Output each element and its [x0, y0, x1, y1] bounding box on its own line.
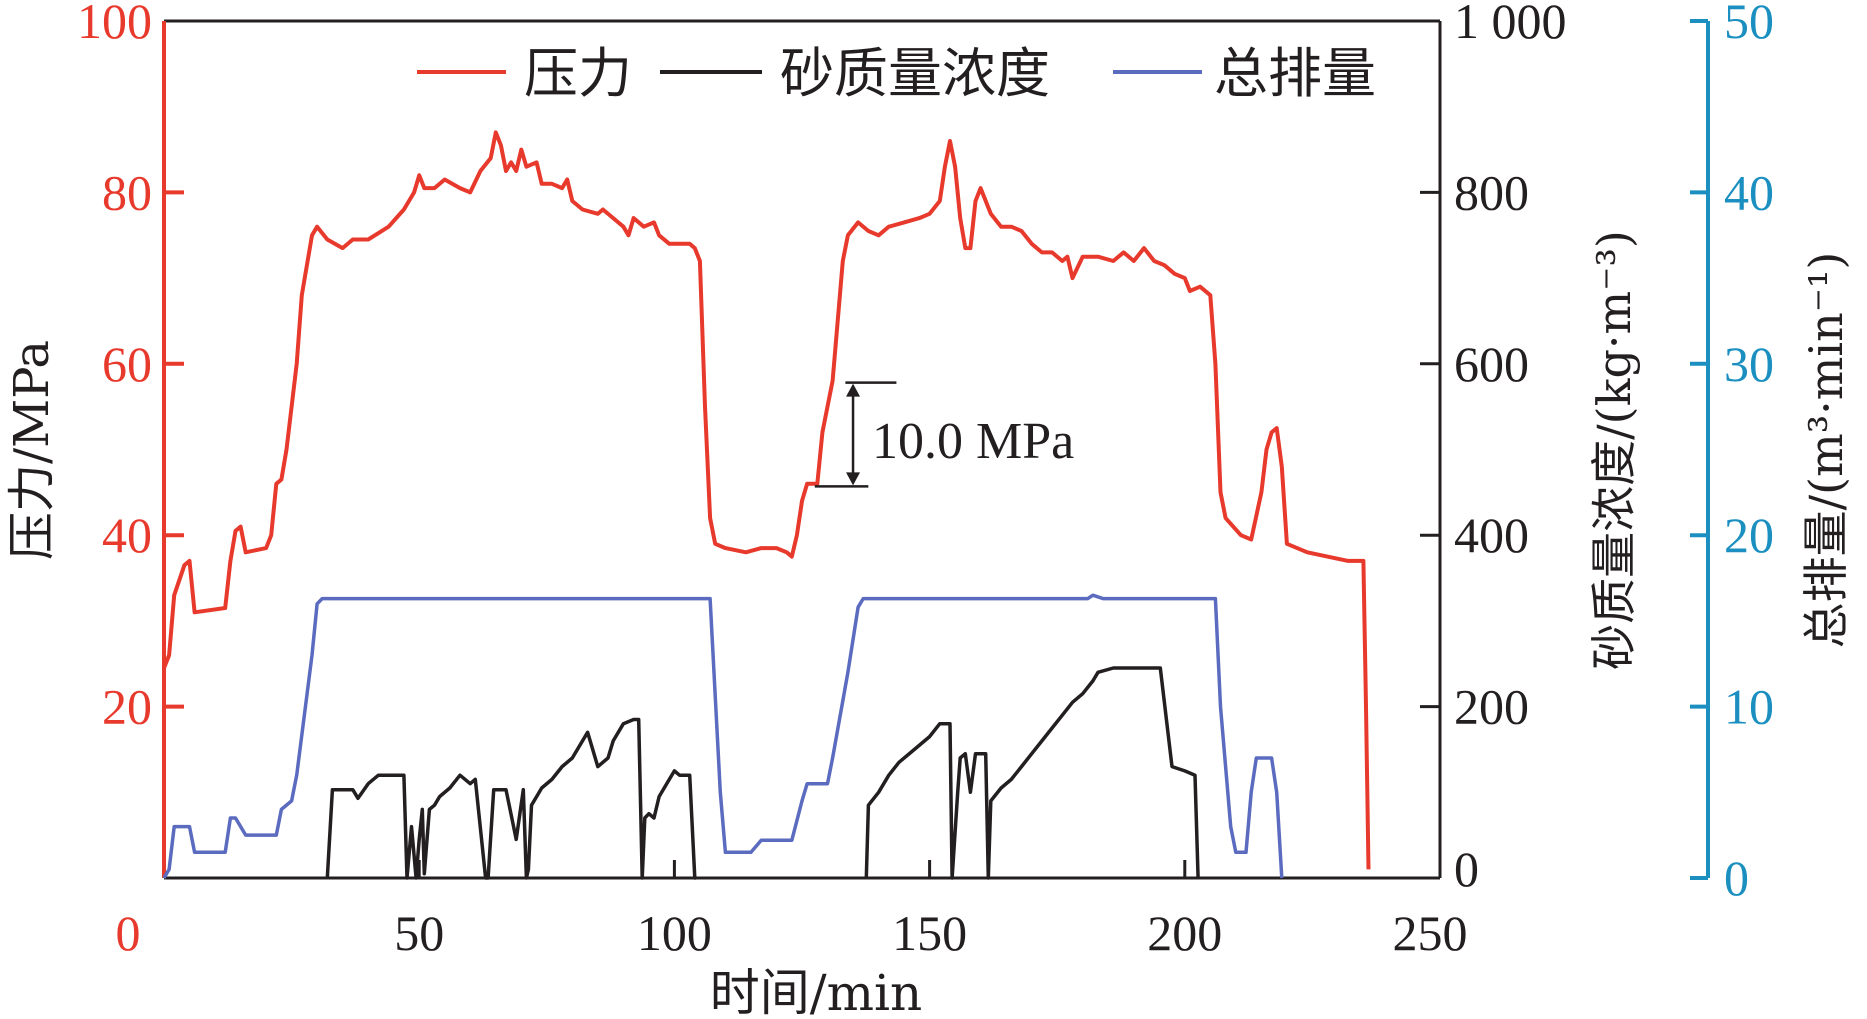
far-right-tick-label: 0 [1724, 850, 1749, 906]
legend-label: 压力 [524, 42, 632, 105]
far-right-tick-label: 20 [1724, 507, 1774, 563]
x-axis-title: 时间/min [710, 964, 922, 1019]
right-tick-label: 0 [1454, 841, 1479, 897]
legend-label: 砂质量浓度 [780, 42, 1050, 105]
axes: 0 50 100 150 200 2502040608010002004006008001… [77, 0, 1774, 961]
series-line-pressure [162, 130, 1371, 870]
legend: 压力 砂质量浓度 总排量 [417, 42, 1376, 105]
left-axis-title: 压力/MPa [4, 340, 60, 560]
annotation-label: 10.0 MPa [872, 413, 1074, 470]
annotation [814, 381, 897, 488]
legend-label: 总排量 [1214, 42, 1376, 105]
left-tick-label: 80 [102, 164, 152, 220]
arrow-head-down-icon [846, 472, 861, 486]
right-tick-label: 600 [1454, 336, 1529, 392]
x-tick-label: 150 [892, 905, 967, 961]
far-right-axis-title: 总排量/(m³·min⁻¹) [1799, 252, 1853, 649]
series-line-sand [864, 666, 1200, 880]
x-tick-label: 200 [1147, 905, 1222, 961]
series-line-rate [162, 593, 1284, 879]
series-line-sand [325, 717, 697, 880]
x-tick-label: 100 [637, 905, 712, 961]
series-lines [162, 130, 1371, 880]
right-tick-label: 200 [1454, 679, 1529, 735]
x-tick-label: 0 [116, 905, 141, 961]
left-tick-label: 20 [102, 679, 152, 735]
left-tick-label: 100 [77, 0, 152, 49]
arrow-head-up-icon [846, 383, 861, 397]
right-axis-title: 砂质量浓度/(kg·m⁻³) [1587, 230, 1641, 670]
left-tick-label: 40 [102, 507, 152, 563]
far-right-tick-label: 10 [1724, 679, 1774, 735]
right-tick-label: 400 [1454, 507, 1529, 563]
plot-frame [162, 19, 1710, 880]
far-right-tick-label: 40 [1724, 164, 1774, 220]
x-tick-label: 250 [1393, 905, 1468, 961]
right-tick-label: 1 000 [1454, 0, 1567, 49]
far-right-tick-label: 50 [1724, 0, 1774, 49]
far-right-tick-label: 30 [1724, 336, 1774, 392]
x-tick-label: 50 [394, 905, 444, 961]
right-tick-label: 800 [1454, 164, 1529, 220]
left-tick-label: 60 [102, 336, 152, 392]
